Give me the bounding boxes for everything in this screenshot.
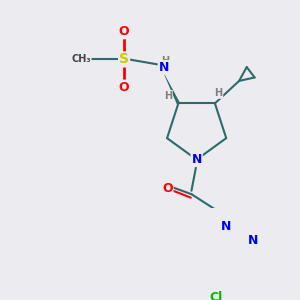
Text: O: O — [119, 25, 129, 38]
Text: H: H — [161, 56, 169, 66]
Text: N: N — [248, 234, 258, 247]
Text: N: N — [191, 153, 202, 166]
Text: N: N — [221, 220, 231, 233]
Text: N: N — [159, 61, 169, 74]
Text: O: O — [162, 182, 172, 196]
Text: O: O — [119, 81, 129, 94]
Text: H: H — [214, 88, 222, 98]
Polygon shape — [162, 70, 180, 104]
Text: Cl: Cl — [209, 291, 222, 300]
Text: S: S — [119, 52, 129, 66]
Text: H: H — [164, 91, 172, 101]
Text: CH₃: CH₃ — [71, 54, 91, 64]
